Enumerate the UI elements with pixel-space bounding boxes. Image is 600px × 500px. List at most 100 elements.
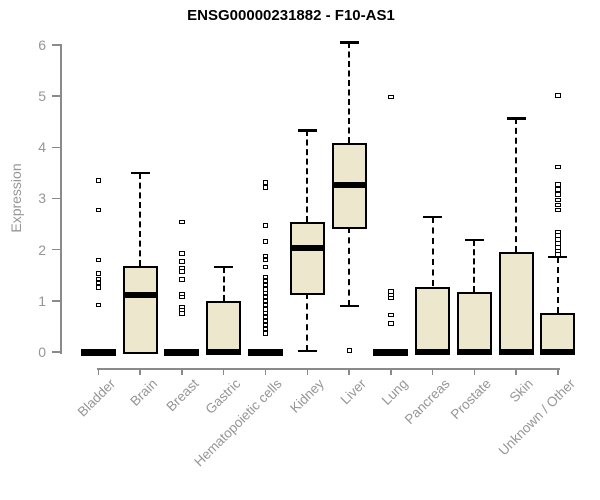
median-line	[122, 292, 158, 299]
whisker-cap	[339, 304, 359, 308]
median-line	[164, 348, 200, 356]
x-tick-label: Gastric	[202, 376, 244, 417]
box-rect	[122, 266, 158, 354]
whisker-cap	[130, 171, 150, 175]
outlier-point	[555, 197, 561, 203]
x-tick-label: Lung	[378, 376, 411, 408]
outlier-point	[555, 93, 561, 98]
outlier-point	[262, 282, 269, 288]
outlier-point	[179, 219, 185, 225]
outlier-point	[262, 314, 269, 320]
y-tick	[51, 146, 61, 149]
outlier-point	[262, 278, 269, 284]
whisker-line	[348, 226, 351, 306]
outlier-point	[179, 269, 185, 274]
median-line	[498, 349, 534, 355]
outlier-point	[262, 274, 269, 280]
outlier-point	[388, 94, 394, 100]
outlier-point	[388, 295, 394, 301]
outlier-point	[555, 164, 561, 170]
x-tick-label: Bladder	[74, 376, 118, 420]
x-tick-label: Pancreas	[401, 376, 453, 427]
outlier-point	[95, 207, 102, 213]
x-tick	[306, 368, 308, 375]
outlier-point	[262, 185, 269, 190]
outlier-point	[179, 251, 185, 256]
y-tick	[51, 197, 61, 200]
outlier-point	[555, 182, 561, 187]
x-tick	[431, 368, 434, 375]
box-rect	[415, 286, 451, 354]
x-tick	[348, 368, 350, 375]
x-tick	[97, 368, 100, 375]
whisker-line	[306, 293, 309, 351]
y-tick-label: 4	[38, 139, 46, 156]
whisker-cap	[214, 265, 234, 269]
outlier-point	[262, 257, 269, 263]
x-tick	[515, 368, 517, 375]
whisker-cap	[506, 117, 526, 120]
whisker-line	[222, 266, 225, 301]
outlier-point	[262, 264, 269, 270]
x-tick	[264, 368, 267, 375]
outlier-point	[262, 298, 269, 304]
box-rect	[456, 291, 492, 354]
outlier-point	[179, 277, 185, 282]
outlier-point	[388, 321, 394, 326]
x-tick	[557, 368, 559, 375]
y-tick-label: 2	[38, 241, 46, 258]
outlier-point	[95, 257, 102, 263]
whisker-cap	[464, 238, 484, 242]
median-line	[247, 348, 283, 356]
whisker-line	[306, 130, 309, 222]
x-tick-label: Brain	[126, 376, 160, 409]
x-tick-label: Kidney	[287, 376, 327, 416]
outlier-point	[179, 294, 185, 300]
outlier-point	[346, 348, 353, 353]
outlier-point	[555, 202, 561, 208]
x-tick	[139, 368, 141, 375]
whisker-cap	[339, 41, 359, 44]
whisker-cap	[297, 129, 317, 132]
whisker-cap	[548, 255, 568, 259]
outlier-point	[262, 310, 269, 316]
outlier-point	[555, 252, 561, 257]
x-tick-label: Unknown / Other	[495, 376, 578, 459]
x-tick-label: Prostate	[447, 376, 495, 423]
median-line	[206, 349, 242, 355]
x-tick	[390, 368, 392, 375]
y-tick	[51, 248, 61, 251]
x-axis-line	[97, 368, 560, 370]
median-line	[80, 348, 116, 356]
outlier-point	[555, 241, 561, 246]
outlier-point	[262, 322, 269, 328]
outlier-point	[262, 302, 269, 308]
median-line	[289, 245, 325, 252]
outlier-point	[179, 311, 185, 316]
y-tick	[51, 95, 61, 97]
median-line	[331, 182, 367, 189]
outlier-point	[95, 276, 102, 282]
outlier-point	[388, 312, 394, 318]
box-rect	[540, 313, 576, 354]
outlier-point	[262, 239, 269, 244]
y-tick-label: 1	[38, 292, 46, 309]
outlier-point	[262, 290, 269, 296]
box-rect	[206, 300, 242, 354]
whisker-line	[556, 256, 559, 314]
x-tick	[222, 368, 225, 375]
whisker-line	[515, 118, 518, 252]
outlier-point	[95, 285, 102, 290]
outlier-point	[95, 271, 102, 276]
whisker-cap	[297, 349, 317, 353]
outlier-point	[555, 207, 561, 213]
whisker-line	[473, 239, 476, 292]
y-tick	[51, 300, 61, 302]
whisker-line	[431, 216, 434, 287]
median-line	[540, 349, 576, 355]
outlier-point	[262, 180, 269, 185]
median-line	[373, 348, 409, 356]
median-line	[415, 349, 451, 355]
outlier-point	[555, 187, 561, 192]
